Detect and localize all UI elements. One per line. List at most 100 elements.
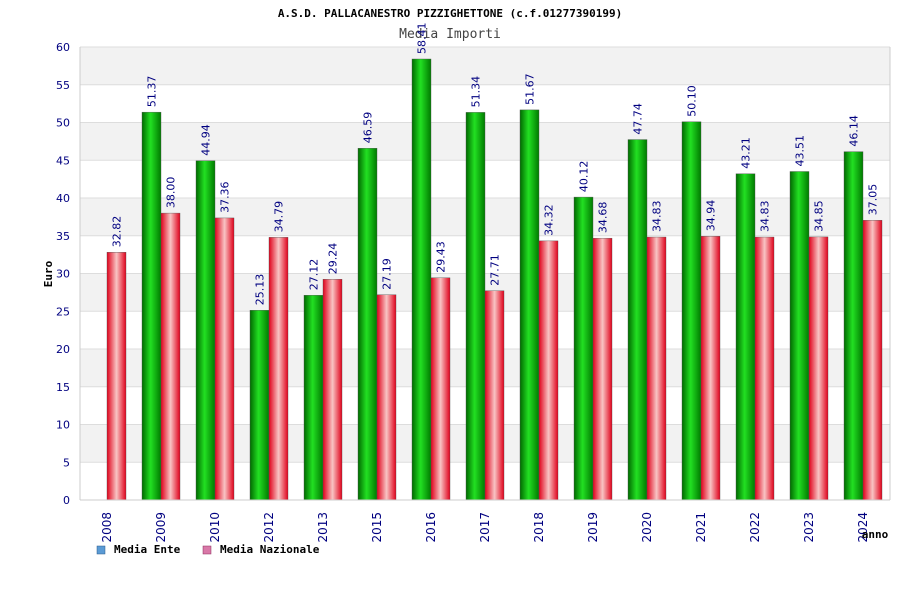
legend-label-media-ente: Media Ente xyxy=(114,543,181,556)
bar-media-nazionale-2022 xyxy=(754,236,775,501)
y-tick-label: 25 xyxy=(56,305,70,318)
bar-media-nazionale-2021 xyxy=(700,236,721,501)
y-tick-label: 15 xyxy=(56,381,70,394)
bar-media-ente-2017 xyxy=(465,112,486,501)
y-tick-label: 55 xyxy=(56,79,70,92)
data-label-media-nazionale-2017: 27.71 xyxy=(489,254,502,286)
bar-media-nazionale-2024 xyxy=(862,220,883,501)
x-tick-label: 2019 xyxy=(586,512,600,543)
data-label-media-nazionale-2020: 34.83 xyxy=(651,201,664,233)
bar-media-nazionale-2009 xyxy=(160,212,181,501)
x-tick-label: 2016 xyxy=(424,512,438,543)
data-label-media-nazionale-2019: 34.68 xyxy=(597,202,610,234)
legend-label-media-nazionale: Media Nazionale xyxy=(220,543,320,556)
data-label-media-ente-2012: 25.13 xyxy=(254,274,267,306)
bar-media-ente-2019 xyxy=(573,196,594,501)
bar-media-nazionale-2016 xyxy=(430,277,451,501)
y-tick-label: 40 xyxy=(56,192,70,205)
x-tick-label: 2017 xyxy=(478,512,492,543)
data-label-media-ente-2019: 40.12 xyxy=(578,161,591,193)
y-tick-label: 30 xyxy=(56,268,70,281)
x-tick-label: 2024 xyxy=(856,512,870,543)
x-axis: 2008 2009 2010 2012 2013 2015 2016 2017 2018 2019… xyxy=(80,499,890,543)
y-tick-label: 0 xyxy=(63,494,70,507)
data-label-media-nazionale-2009: 38.00 xyxy=(165,177,178,209)
data-label-media-ente-2022: 43.21 xyxy=(740,137,753,169)
y-tick-label: 35 xyxy=(56,230,70,243)
data-label-media-nazionale-2018: 34.32 xyxy=(543,204,556,236)
legend-swatch-media-nazionale xyxy=(202,545,212,555)
data-label-media-ente-2015: 46.59 xyxy=(362,112,375,144)
x-tick-label: 2012 xyxy=(262,512,276,543)
data-label-media-nazionale-2013: 29.24 xyxy=(327,243,340,275)
data-label-media-ente-2020: 47.74 xyxy=(632,103,645,135)
data-label-media-ente-2024: 46.14 xyxy=(848,115,861,147)
data-label-media-ente-2023: 43.51 xyxy=(794,135,807,167)
x-tick-label: 2018 xyxy=(532,512,546,543)
data-label-media-ente-2018: 51.67 xyxy=(524,73,537,105)
data-label-media-ente-2017: 51.34 xyxy=(470,76,483,108)
y-tick-label: 45 xyxy=(56,154,70,167)
data-label-media-ente-2016: 58.41 xyxy=(416,23,429,55)
y-axis: 0 5 10 15 20 25 30 35 40 45 50 55 60 xyxy=(56,41,891,507)
bar-media-nazionale-2018 xyxy=(538,240,559,501)
x-tick-label: 2021 xyxy=(694,512,708,543)
data-label-media-nazionale-2022: 34.83 xyxy=(759,201,772,233)
chart-subtitle: Media Importi xyxy=(399,27,501,42)
bar-media-nazionale-2010 xyxy=(214,217,235,501)
data-label-media-nazionale-2012: 34.79 xyxy=(273,201,286,233)
bar-media-ente-2010 xyxy=(195,160,216,501)
bar-media-nazionale-2013 xyxy=(322,279,343,501)
y-tick-label: 10 xyxy=(56,419,70,432)
data-label-media-nazionale-2021: 34.94 xyxy=(705,200,718,232)
data-label-media-ente-2010: 44.94 xyxy=(200,124,213,156)
y-tick-label: 5 xyxy=(63,456,70,469)
data-label-media-nazionale-2010: 37.36 xyxy=(219,181,232,213)
bar-media-nazionale-2012 xyxy=(268,237,289,501)
x-tick-label: 2015 xyxy=(370,512,384,543)
bar-media-ente-2018 xyxy=(519,109,540,501)
data-label-media-ente-2013: 27.12 xyxy=(308,259,321,291)
bar-media-ente-2023 xyxy=(789,171,810,501)
bars: 32.82 51.37 38.00 44.94 37.36 25.13 34.79 27.12… xyxy=(106,23,883,501)
grid-band xyxy=(80,47,890,85)
bar-media-ente-2024 xyxy=(843,151,864,501)
y-tick-label: 50 xyxy=(56,117,70,130)
bar-media-nazionale-2020 xyxy=(646,236,667,501)
chart-title: A.S.D. PALLACANESTRO PIZZIGHETTONE (c.f.… xyxy=(278,7,622,20)
bar-media-nazionale-2015 xyxy=(376,294,397,501)
data-label-media-nazionale-2015: 27.19 xyxy=(381,258,394,290)
bar-media-ente-2013 xyxy=(303,295,324,501)
data-label-media-ente-2021: 50.10 xyxy=(686,85,699,117)
x-tick-label: 2013 xyxy=(316,512,330,543)
data-label-media-nazionale-2008: 32.82 xyxy=(111,216,124,248)
y-tick-label: 60 xyxy=(56,41,70,54)
data-label-media-nazionale-2023: 34.85 xyxy=(813,200,826,232)
bar-media-ente-2009 xyxy=(141,111,162,501)
legend: Media Ente Media Nazionale xyxy=(96,543,320,556)
x-tick-label: 2022 xyxy=(748,512,762,543)
legend-swatch-media-ente xyxy=(96,545,106,555)
bar-media-ente-2015 xyxy=(357,148,378,501)
y-axis-label: Euro xyxy=(42,260,55,287)
data-label-media-ente-2009: 51.37 xyxy=(146,76,159,108)
x-tick-label: 2010 xyxy=(208,512,222,543)
bar-media-ente-2021 xyxy=(681,121,702,501)
bar-media-nazionale-2017 xyxy=(484,290,505,501)
bar-media-ente-2022 xyxy=(735,173,756,501)
x-axis-label: anno xyxy=(862,528,889,541)
bar-media-nazionale-2019 xyxy=(592,237,613,501)
bar-media-nazionale-2023 xyxy=(808,236,829,501)
y-tick-label: 20 xyxy=(56,343,70,356)
x-tick-label: 2023 xyxy=(802,512,816,543)
data-label-media-nazionale-2024: 37.05 xyxy=(867,184,880,216)
bar-media-ente-2012 xyxy=(249,310,270,501)
data-label-media-nazionale-2016: 29.43 xyxy=(435,241,448,273)
bar-media-ente-2016 xyxy=(411,58,432,501)
x-tick-label: 2009 xyxy=(154,512,168,543)
x-tick-label: 2008 xyxy=(100,512,114,543)
bar-media-ente-2020 xyxy=(627,139,648,501)
bar-media-nazionale-2008 xyxy=(106,252,127,501)
x-tick-label: 2020 xyxy=(640,512,654,543)
